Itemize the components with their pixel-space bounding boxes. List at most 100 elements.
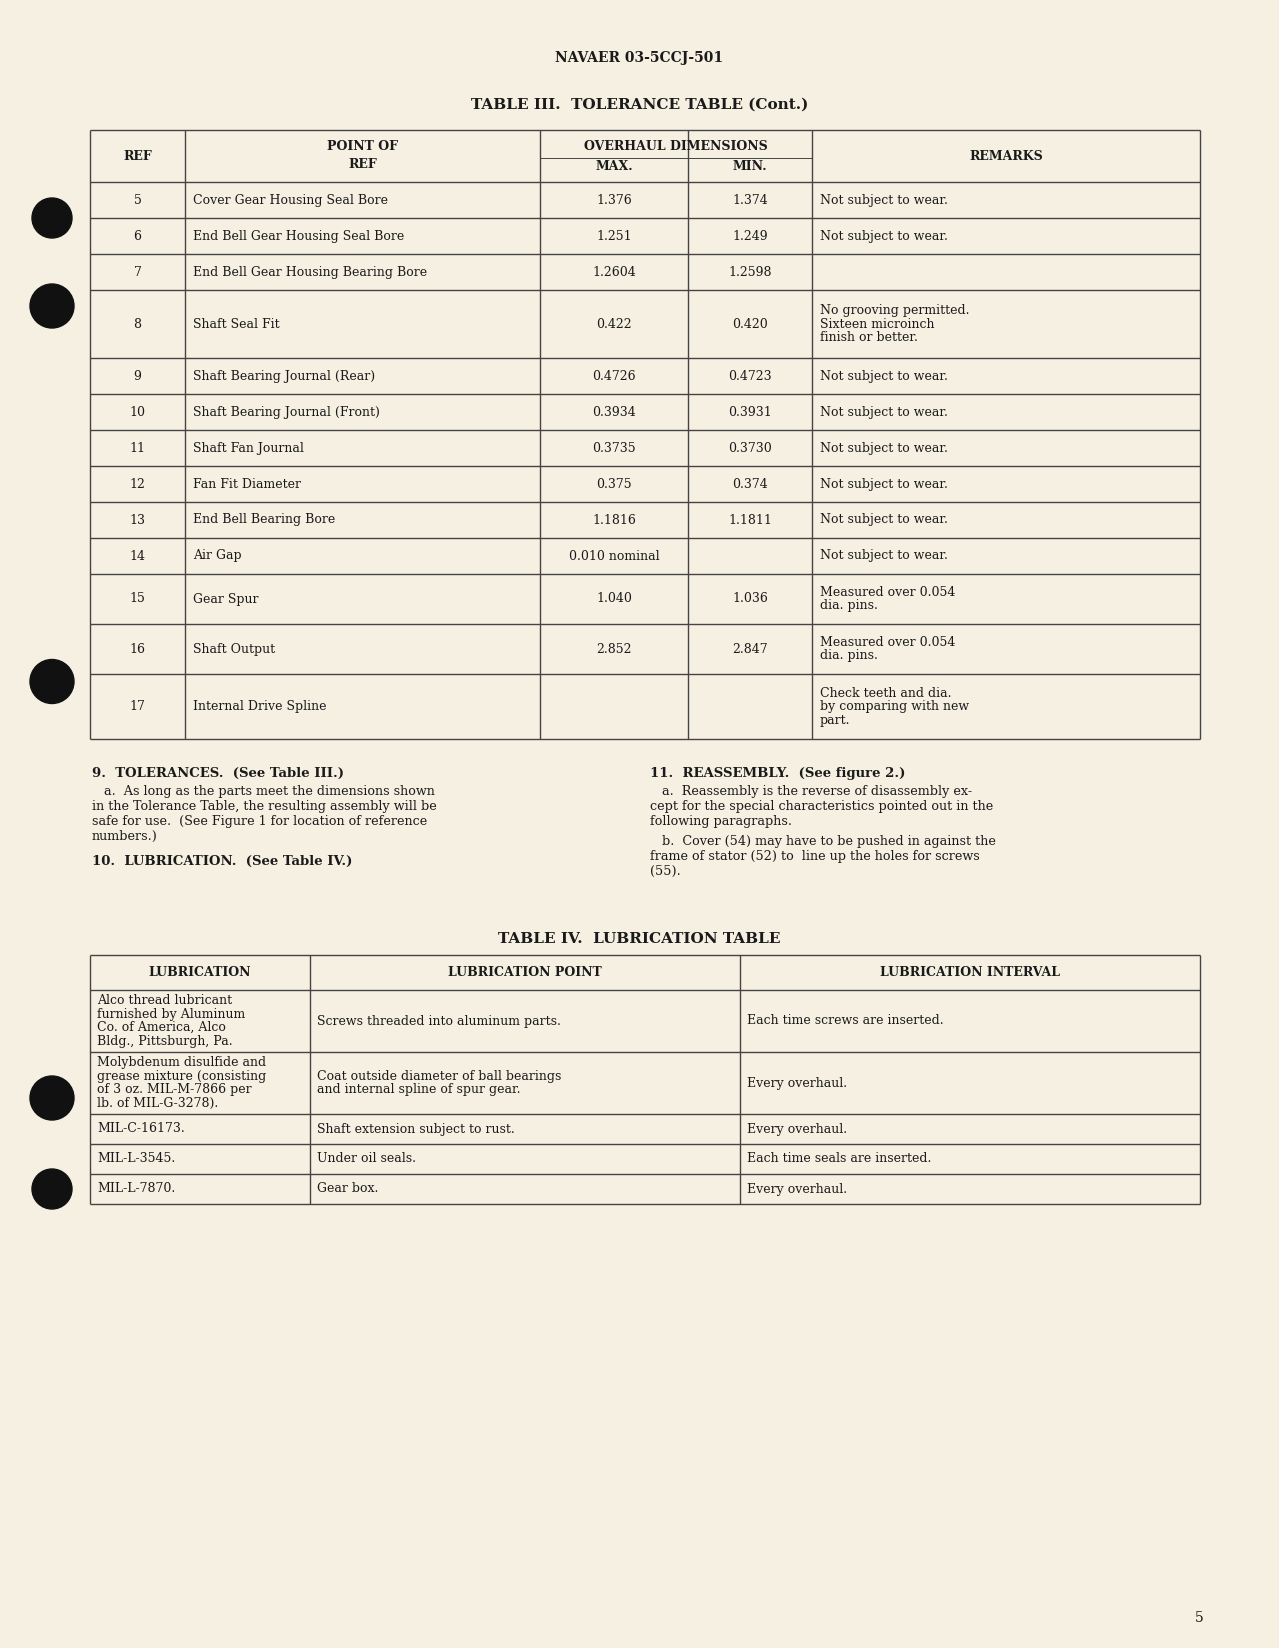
Text: MIL-L-7870.: MIL-L-7870. <box>97 1183 175 1195</box>
Circle shape <box>29 659 74 704</box>
Text: dia. pins.: dia. pins. <box>820 600 877 613</box>
Text: Check teeth and dia.: Check teeth and dia. <box>820 687 952 699</box>
Text: 1.251: 1.251 <box>596 229 632 242</box>
Text: OVERHAUL DIMENSIONS: OVERHAUL DIMENSIONS <box>585 140 767 153</box>
Text: 11.  REASSEMBLY.  (See figure 2.): 11. REASSEMBLY. (See figure 2.) <box>650 766 906 780</box>
Text: End Bell Bearing Bore: End Bell Bearing Bore <box>193 514 335 526</box>
Text: Not subject to wear.: Not subject to wear. <box>820 514 948 526</box>
Text: 14: 14 <box>129 549 146 562</box>
Text: 0.422: 0.422 <box>596 318 632 331</box>
Text: Sixteen microinch: Sixteen microinch <box>820 318 935 331</box>
Text: furnished by Aluminum: furnished by Aluminum <box>97 1007 246 1020</box>
Text: MIL-C-16173.: MIL-C-16173. <box>97 1122 184 1135</box>
Text: a.  Reassembly is the reverse of disassembly ex-: a. Reassembly is the reverse of disassem… <box>650 784 972 798</box>
Text: TABLE III.  TOLERANCE TABLE (Cont.): TABLE III. TOLERANCE TABLE (Cont.) <box>471 97 808 112</box>
Text: MAX.: MAX. <box>595 160 633 173</box>
Text: Every overhaul.: Every overhaul. <box>747 1183 847 1195</box>
Text: 1.249: 1.249 <box>732 229 767 242</box>
Text: Co. of America, Alco: Co. of America, Alco <box>97 1022 226 1035</box>
Text: 1.040: 1.040 <box>596 593 632 605</box>
Text: Shaft Bearing Journal (Front): Shaft Bearing Journal (Front) <box>193 405 380 419</box>
Text: Gear Spur: Gear Spur <box>193 593 258 605</box>
Text: Not subject to wear.: Not subject to wear. <box>820 549 948 562</box>
Text: Bldg., Pittsburgh, Pa.: Bldg., Pittsburgh, Pa. <box>97 1035 233 1048</box>
Text: 0.374: 0.374 <box>732 478 767 491</box>
Text: 0.420: 0.420 <box>732 318 767 331</box>
Text: 2.847: 2.847 <box>732 643 767 656</box>
Text: 13: 13 <box>129 514 146 526</box>
Text: a.  As long as the parts meet the dimensions shown: a. As long as the parts meet the dimensi… <box>92 784 435 798</box>
Text: Shaft Fan Journal: Shaft Fan Journal <box>193 442 304 455</box>
Text: REF: REF <box>123 150 152 163</box>
Text: Shaft extension subject to rust.: Shaft extension subject to rust. <box>317 1122 514 1135</box>
Text: End Bell Gear Housing Bearing Bore: End Bell Gear Housing Bearing Bore <box>193 265 427 279</box>
Text: REMARKS: REMARKS <box>969 150 1042 163</box>
Text: 9.  TOLERANCES.  (See Table III.): 9. TOLERANCES. (See Table III.) <box>92 766 344 780</box>
Text: (55).: (55). <box>650 865 680 878</box>
Text: 1.2604: 1.2604 <box>592 265 636 279</box>
Text: 0.3931: 0.3931 <box>728 405 771 419</box>
Text: cept for the special characteristics pointed out in the: cept for the special characteristics poi… <box>650 799 994 812</box>
Text: part.: part. <box>820 714 851 727</box>
Text: 0.3735: 0.3735 <box>592 442 636 455</box>
Text: Fan Fit Diameter: Fan Fit Diameter <box>193 478 301 491</box>
Text: Not subject to wear.: Not subject to wear. <box>820 442 948 455</box>
Text: 1.1811: 1.1811 <box>728 514 773 526</box>
Text: Not subject to wear.: Not subject to wear. <box>820 369 948 382</box>
Text: 5: 5 <box>1195 1612 1204 1625</box>
Text: 5: 5 <box>133 193 142 206</box>
Text: numbers.): numbers.) <box>92 831 157 844</box>
Text: 10: 10 <box>129 405 146 419</box>
Text: 0.4723: 0.4723 <box>728 369 771 382</box>
Text: Measured over 0.054: Measured over 0.054 <box>820 636 955 649</box>
Text: Alco thread lubricant: Alco thread lubricant <box>97 994 231 1007</box>
Text: dia. pins.: dia. pins. <box>820 649 877 662</box>
Text: Shaft Bearing Journal (Rear): Shaft Bearing Journal (Rear) <box>193 369 375 382</box>
Text: 1.036: 1.036 <box>732 593 767 605</box>
Text: Molybdenum disulfide and: Molybdenum disulfide and <box>97 1056 266 1070</box>
Text: Each time screws are inserted.: Each time screws are inserted. <box>747 1015 944 1027</box>
Text: LUBRICATION INTERVAL: LUBRICATION INTERVAL <box>880 966 1060 979</box>
Text: 9: 9 <box>133 369 142 382</box>
Text: 7: 7 <box>133 265 142 279</box>
Text: 2.852: 2.852 <box>596 643 632 656</box>
Text: Shaft Seal Fit: Shaft Seal Fit <box>193 318 280 331</box>
Text: 1.2598: 1.2598 <box>728 265 771 279</box>
Text: frame of stator (52) to  line up the holes for screws: frame of stator (52) to line up the hole… <box>650 850 980 864</box>
Text: 10.  LUBRICATION.  (See Table IV.): 10. LUBRICATION. (See Table IV.) <box>92 855 353 868</box>
Text: lb. of MIL-G-3278).: lb. of MIL-G-3278). <box>97 1098 219 1109</box>
Text: by comparing with new: by comparing with new <box>820 700 969 714</box>
Text: Air Gap: Air Gap <box>193 549 242 562</box>
Text: Cover Gear Housing Seal Bore: Cover Gear Housing Seal Bore <box>193 193 388 206</box>
Circle shape <box>29 1076 74 1121</box>
Text: 12: 12 <box>129 478 146 491</box>
Text: 15: 15 <box>129 593 146 605</box>
Text: 0.010 nominal: 0.010 nominal <box>569 549 659 562</box>
Text: 11: 11 <box>129 442 146 455</box>
Text: 6: 6 <box>133 229 142 242</box>
Text: 16: 16 <box>129 643 146 656</box>
Text: and internal spline of spur gear.: and internal spline of spur gear. <box>317 1083 521 1096</box>
Text: Coat outside diameter of ball bearings: Coat outside diameter of ball bearings <box>317 1070 561 1083</box>
Text: LUBRICATION: LUBRICATION <box>148 966 251 979</box>
Text: End Bell Gear Housing Seal Bore: End Bell Gear Housing Seal Bore <box>193 229 404 242</box>
Text: Gear box.: Gear box. <box>317 1183 379 1195</box>
Text: Every overhaul.: Every overhaul. <box>747 1076 847 1089</box>
Text: TABLE IV.  LUBRICATION TABLE: TABLE IV. LUBRICATION TABLE <box>499 933 780 946</box>
Text: 0.3934: 0.3934 <box>592 405 636 419</box>
Text: MIL-L-3545.: MIL-L-3545. <box>97 1152 175 1165</box>
Circle shape <box>32 198 72 237</box>
Text: 1.1816: 1.1816 <box>592 514 636 526</box>
Text: Each time seals are inserted.: Each time seals are inserted. <box>747 1152 931 1165</box>
Text: finish or better.: finish or better. <box>820 331 918 344</box>
Circle shape <box>32 1168 72 1210</box>
Text: 0.375: 0.375 <box>596 478 632 491</box>
Text: Not subject to wear.: Not subject to wear. <box>820 193 948 206</box>
Text: Screws threaded into aluminum parts.: Screws threaded into aluminum parts. <box>317 1015 561 1027</box>
Text: LUBRICATION POINT: LUBRICATION POINT <box>448 966 602 979</box>
Text: MIN.: MIN. <box>733 160 767 173</box>
Text: safe for use.  (See Figure 1 for location of reference: safe for use. (See Figure 1 for location… <box>92 816 427 827</box>
Circle shape <box>29 283 74 328</box>
Text: grease mixture (consisting: grease mixture (consisting <box>97 1070 266 1083</box>
Text: 0.3730: 0.3730 <box>728 442 771 455</box>
